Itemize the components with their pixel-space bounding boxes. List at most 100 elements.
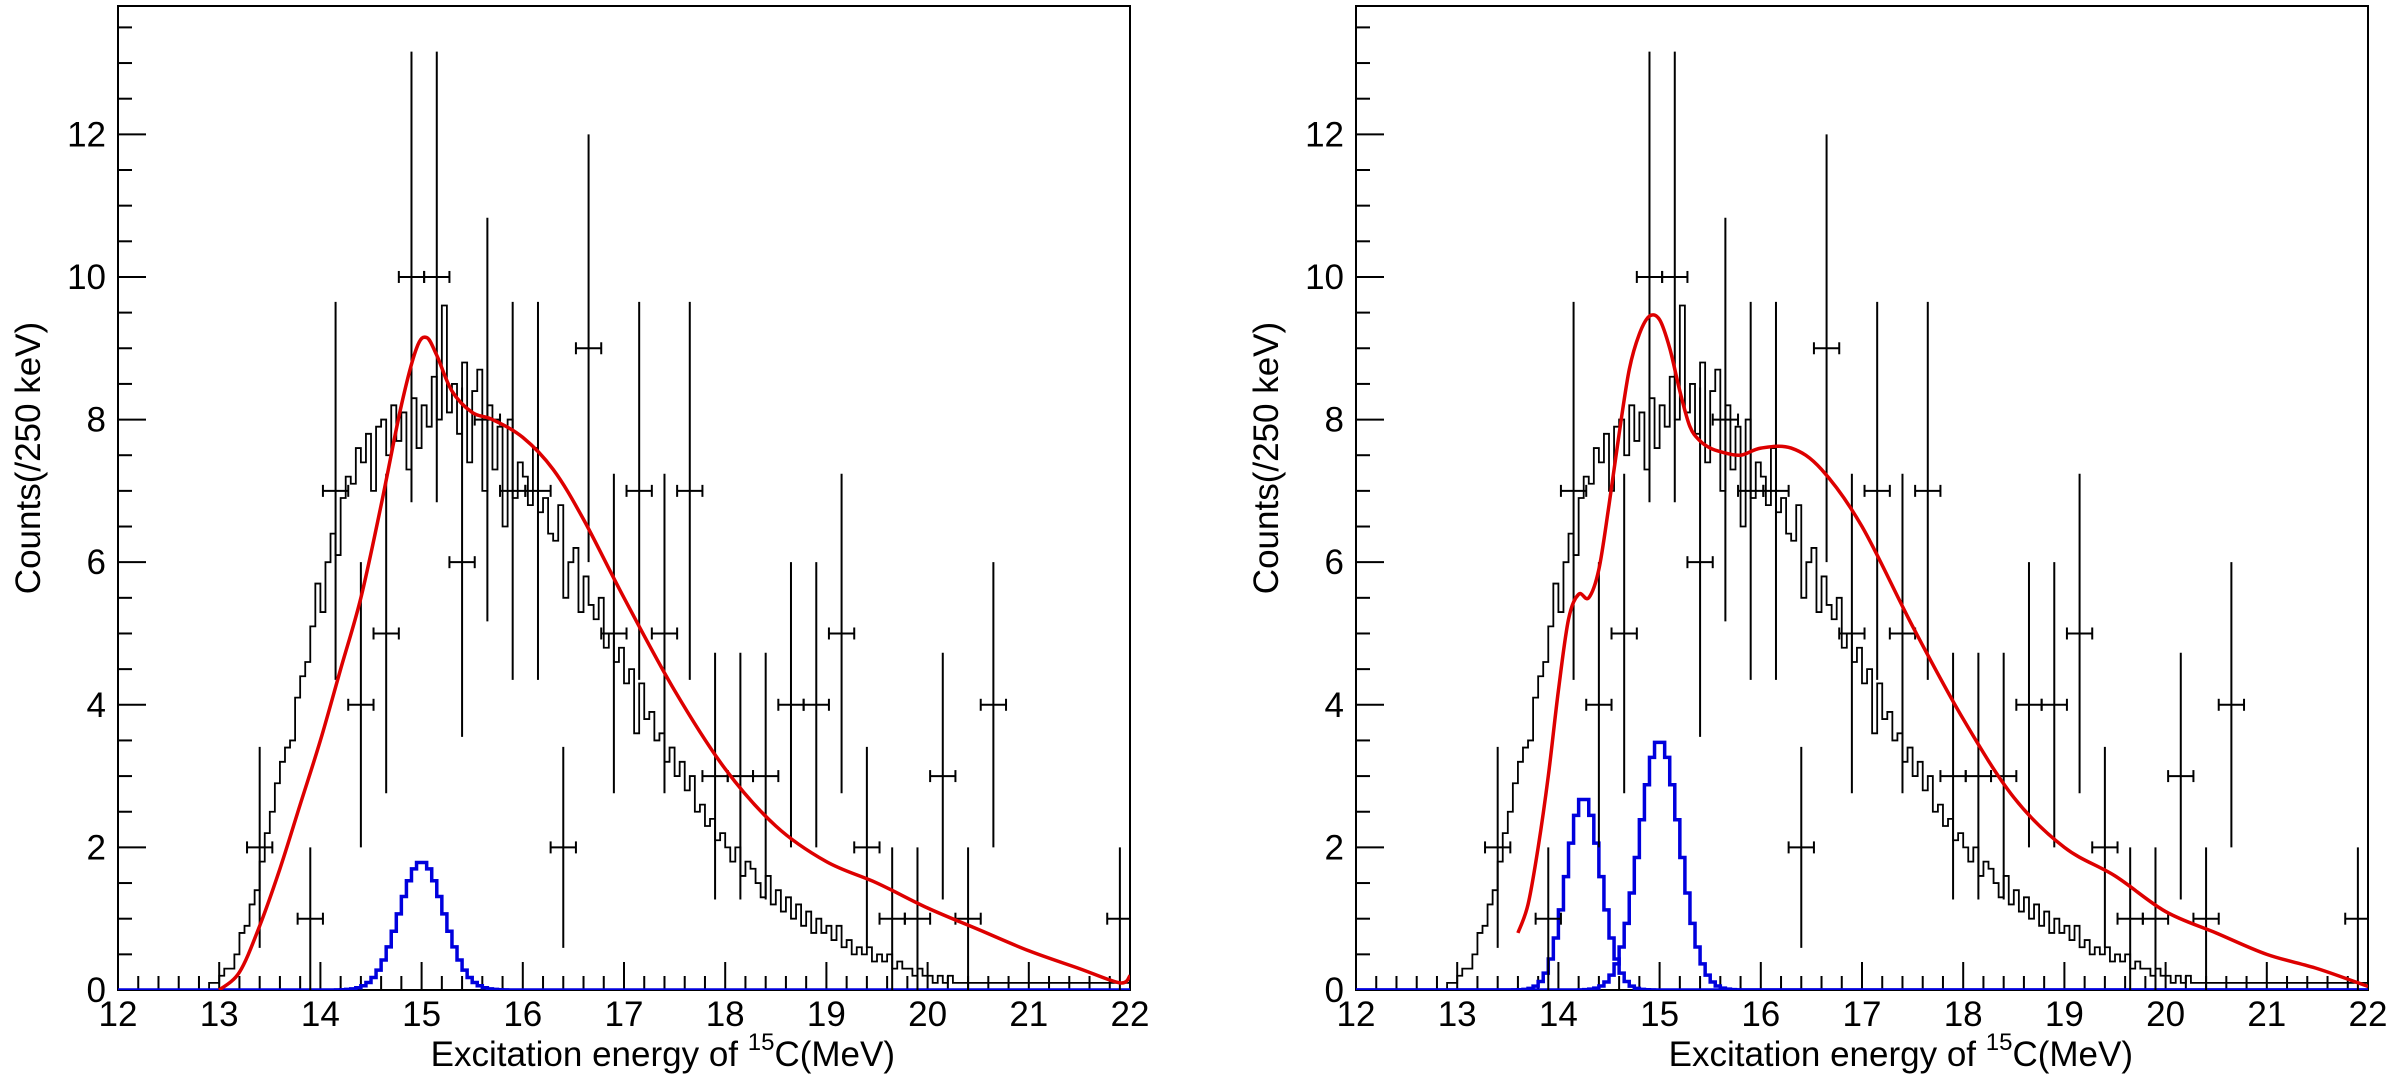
x-tick-label: 20	[2146, 995, 2185, 1034]
y-axis-label: Counts(/250 keV)	[9, 322, 48, 594]
data-point	[752, 652, 780, 900]
x-tick-label: 13	[1438, 995, 1477, 1034]
data-point	[1559, 301, 1588, 680]
data-point	[878, 847, 906, 990]
y-tick-label: 0	[87, 971, 106, 1010]
data-point	[1661, 51, 1689, 503]
data-point	[1106, 847, 1130, 990]
x-axis-label: Excitation energy of 15C(MeV)	[431, 1029, 895, 1074]
data-point	[1762, 301, 1790, 680]
data-point	[676, 301, 704, 680]
data-point	[1863, 301, 1891, 680]
data-point	[802, 562, 830, 848]
y-tick-label: 2	[1325, 828, 1344, 867]
data-point	[853, 746, 881, 948]
plot-frame	[117, 5, 1131, 991]
x-tick-label: 12	[1337, 995, 1376, 1034]
data-point	[1990, 652, 2018, 900]
x-tick-label: 15	[402, 995, 441, 1034]
y-tick-label: 8	[87, 401, 106, 440]
chart-panel-left: 12 13 14 15 16 17 18 19 20 21 22 0 2 4 6 8 10 12 Counts(/2…	[9, 5, 1150, 1074]
x-tick-label: 17	[1843, 995, 1882, 1034]
data-point	[448, 387, 476, 737]
x-axis-label-suffix: C(MeV)	[774, 1035, 895, 1074]
data-point	[347, 562, 375, 848]
x-tick-label: 18	[1944, 995, 1983, 1034]
data-point	[625, 301, 653, 680]
x-tick-label: 22	[1111, 995, 1150, 1034]
data-point	[827, 473, 856, 794]
data-point	[1585, 562, 1613, 848]
data-point	[397, 51, 426, 503]
x-tick-label: 16	[1741, 995, 1780, 1034]
component-curve-1	[118, 860, 1130, 990]
total-fit-curve	[218, 335, 1130, 990]
x-tick-label: 14	[301, 995, 340, 1034]
x-tick-label: 12	[99, 995, 138, 1034]
x-tick-label: 22	[2349, 995, 2388, 1034]
data-point	[1838, 473, 1866, 794]
total-fit-curve	[1516, 313, 2368, 989]
y-tick-label: 10	[67, 258, 106, 297]
data-point	[2192, 847, 2220, 990]
x-axis-label-prefix: Excitation energy of	[1669, 1035, 1986, 1074]
data-point	[1939, 652, 1967, 900]
data-point	[2344, 847, 2368, 990]
y-tick-label: 6	[87, 543, 106, 582]
data-point	[321, 301, 350, 680]
y-tick-label: 12	[67, 115, 106, 154]
data-point	[549, 746, 577, 948]
data-point	[296, 847, 324, 990]
x-axis-label-prefix: Excitation energy of	[431, 1035, 748, 1074]
plot-area	[118, 51, 1130, 990]
data-point	[2217, 562, 2246, 848]
data-point	[1888, 473, 1917, 794]
histogram-steps	[198, 304, 1130, 990]
y-tick-label: 4	[1325, 686, 1344, 725]
plot-frame	[1355, 5, 2369, 991]
data-point	[1812, 134, 1841, 563]
x-tick-label: 13	[200, 995, 239, 1034]
data-point	[2065, 473, 2094, 794]
x-tick-label: 19	[2045, 995, 2084, 1034]
y-tick-label: 0	[1325, 971, 1344, 1010]
x-axis-label-superscript: 15	[1986, 1029, 2013, 1056]
x-tick-label: 14	[1539, 995, 1578, 1034]
data-point	[650, 473, 679, 794]
y-tick-label: 10	[1305, 258, 1344, 297]
y-tick-label: 2	[87, 828, 106, 867]
y-tick-label: 8	[1325, 401, 1344, 440]
x-tick-label: 21	[1009, 995, 1048, 1034]
x-axis-label: Excitation energy of 15C(MeV)	[1669, 1029, 2133, 1074]
x-tick-label: 21	[2247, 995, 2286, 1034]
x-axis-label-superscript: 15	[748, 1029, 775, 1056]
plot-area	[1356, 51, 2368, 990]
data-point	[954, 847, 982, 990]
data-point	[1737, 301, 1765, 680]
x-tick-label: 17	[605, 995, 644, 1034]
data-point	[1635, 51, 1664, 503]
data-point	[979, 562, 1008, 848]
data-point	[1914, 301, 1942, 680]
data-point	[777, 562, 805, 848]
data-point	[524, 301, 552, 680]
data-point	[1686, 387, 1714, 737]
x-tick-label: 15	[1640, 995, 1679, 1034]
data-point	[1534, 847, 1562, 990]
x-tick-label: 18	[706, 995, 745, 1034]
histogram-steps	[1436, 304, 2368, 990]
data-point	[1711, 217, 1740, 622]
y-tick-label: 4	[87, 686, 106, 725]
data-point	[372, 473, 400, 794]
y-tick-label: 12	[1305, 115, 1344, 154]
x-tick-label: 19	[807, 995, 846, 1034]
data-point	[1787, 746, 1815, 948]
data-point	[1484, 746, 1512, 948]
y-tick-label: 6	[1325, 543, 1344, 582]
data-point	[701, 652, 729, 900]
data-point	[246, 746, 274, 948]
data-point	[2167, 652, 2195, 900]
data-point	[2116, 847, 2144, 990]
data-point	[903, 847, 932, 990]
data-point	[2040, 562, 2068, 848]
